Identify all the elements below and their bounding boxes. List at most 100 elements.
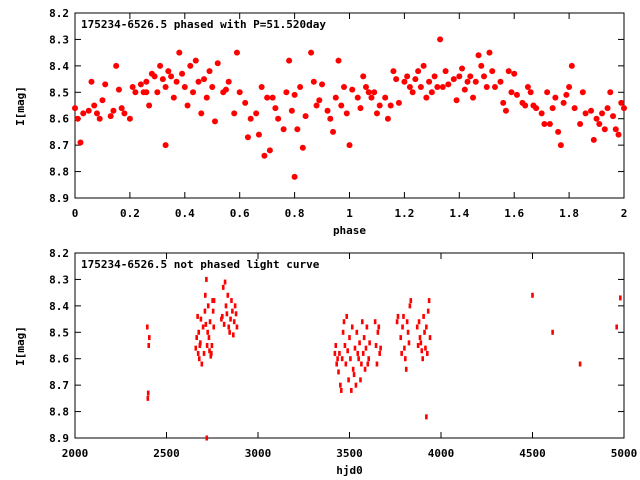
data-point-outlier bbox=[425, 414, 428, 420]
data-point bbox=[497, 78, 504, 85]
data-point bbox=[379, 345, 382, 351]
data-point bbox=[621, 105, 627, 112]
data-point bbox=[297, 84, 304, 90]
y-tick-label: 8.9 bbox=[49, 432, 69, 445]
data-point bbox=[208, 348, 211, 354]
data-point bbox=[113, 62, 120, 69]
data-point bbox=[615, 131, 622, 138]
data-point bbox=[395, 99, 402, 106]
unphased-light-curve-panel: 8.2 8.3 8.4 8.5 8.6 8.7 8.8 8.9 2000 2500 3000 3500… bbox=[14, 247, 637, 477]
data-point bbox=[235, 324, 239, 330]
data-point bbox=[310, 78, 317, 85]
data-point bbox=[74, 115, 81, 122]
data-point bbox=[360, 361, 363, 367]
data-point bbox=[225, 78, 232, 85]
data-point bbox=[206, 329, 209, 335]
data-point bbox=[549, 105, 556, 112]
data-point bbox=[107, 113, 114, 120]
data-point bbox=[288, 107, 295, 114]
data-point bbox=[347, 377, 350, 383]
data-point bbox=[231, 332, 235, 338]
data-point bbox=[348, 335, 351, 341]
y-tick-label: 8.4 bbox=[49, 300, 69, 313]
data-point bbox=[601, 126, 608, 133]
data-point bbox=[401, 324, 404, 330]
data-point bbox=[489, 68, 496, 75]
data-point bbox=[365, 89, 372, 96]
data-point bbox=[96, 115, 103, 122]
data-point bbox=[308, 49, 315, 56]
data-point bbox=[481, 73, 488, 80]
data-point bbox=[358, 340, 361, 346]
data-point bbox=[367, 356, 371, 362]
data-point bbox=[195, 335, 198, 341]
data-point bbox=[577, 121, 584, 127]
data-point bbox=[607, 89, 614, 96]
data-point bbox=[319, 81, 326, 88]
data-point bbox=[423, 329, 426, 335]
data-point bbox=[401, 78, 408, 85]
data-point bbox=[365, 324, 369, 330]
data-point bbox=[508, 89, 515, 96]
data-point bbox=[147, 343, 151, 348]
data-point bbox=[206, 303, 210, 309]
data-point bbox=[224, 303, 228, 309]
data-point bbox=[560, 99, 567, 106]
data-point bbox=[423, 94, 430, 101]
y-tick-label: 8.7 bbox=[49, 379, 69, 392]
data-point bbox=[357, 105, 364, 112]
data-point bbox=[162, 84, 169, 90]
data-point bbox=[159, 76, 166, 83]
data-point bbox=[198, 110, 205, 117]
data-point bbox=[378, 350, 381, 356]
y-tick-label: 8.4 bbox=[49, 60, 69, 73]
data-point bbox=[327, 115, 334, 122]
data-point bbox=[121, 110, 128, 117]
data-point bbox=[442, 68, 449, 75]
data-point bbox=[610, 113, 617, 120]
data-point bbox=[145, 324, 149, 330]
data-point bbox=[221, 284, 225, 290]
data-point bbox=[356, 350, 360, 356]
data-point bbox=[402, 313, 405, 319]
data-point bbox=[72, 105, 78, 112]
data-point bbox=[395, 319, 399, 325]
data-point bbox=[541, 121, 548, 127]
data-point bbox=[247, 115, 254, 122]
data-point bbox=[349, 86, 356, 93]
data-point bbox=[330, 128, 337, 135]
y-tick-label: 8.5 bbox=[49, 86, 69, 99]
x-tick-label: 0 bbox=[72, 207, 79, 220]
data-point bbox=[345, 313, 349, 319]
data-point bbox=[437, 36, 444, 43]
data-point bbox=[459, 65, 466, 72]
data-point bbox=[396, 313, 400, 319]
data-point bbox=[427, 298, 431, 304]
phased-light-curve-panel: 8.2 8.3 8.4 8.5 8.6 8.7 8.8 8.90 0.2 0.4 0.6 0.8 1 1.… bbox=[14, 7, 627, 237]
data-point bbox=[403, 345, 406, 351]
data-point bbox=[212, 324, 216, 330]
data-point bbox=[364, 345, 368, 351]
data-point bbox=[335, 361, 338, 367]
data-point bbox=[93, 110, 100, 117]
data-point bbox=[464, 78, 471, 85]
data-point bbox=[126, 115, 133, 122]
data-point bbox=[377, 324, 381, 330]
data-point bbox=[266, 147, 273, 154]
data-point bbox=[209, 353, 213, 359]
data-point bbox=[339, 387, 343, 393]
y-tick-label: 8.6 bbox=[49, 113, 69, 126]
data-point bbox=[137, 81, 144, 88]
data-point bbox=[421, 356, 424, 362]
data-point bbox=[568, 62, 575, 69]
data-point bbox=[475, 52, 482, 59]
data-point bbox=[229, 316, 232, 322]
data-point bbox=[522, 102, 529, 109]
data-point bbox=[555, 128, 562, 135]
data-point bbox=[110, 107, 117, 114]
data-point bbox=[291, 91, 298, 98]
data-point bbox=[599, 110, 606, 117]
y-tick-label: 8.6 bbox=[49, 353, 69, 366]
data-point bbox=[339, 382, 342, 388]
data-point bbox=[343, 343, 347, 348]
